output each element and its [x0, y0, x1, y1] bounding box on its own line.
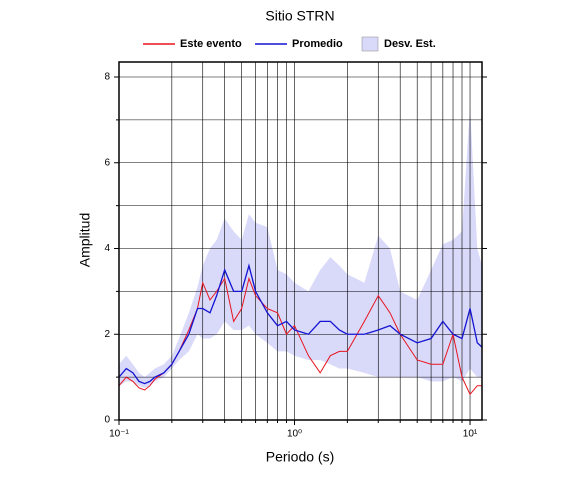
legend-swatch	[361, 36, 379, 52]
x-tick-label: 10¹	[463, 429, 478, 440]
y-tick-label: 4	[104, 243, 110, 254]
x-axis-label: Periodo (s)	[266, 449, 334, 465]
y-axis-label: Amplitud	[77, 213, 93, 267]
chart-title: Sitio STRN	[265, 8, 334, 24]
plot-frame	[118, 61, 483, 421]
y-tick-label: 6	[104, 157, 110, 168]
line-series	[118, 263, 483, 385]
y-tick-label: 0	[104, 415, 110, 426]
y-tick-label: 2	[104, 329, 110, 340]
x-tick-label: 10⁻¹	[109, 429, 129, 440]
y-tick-label: 8	[104, 72, 110, 83]
legend-label: Desv. Est.	[384, 38, 436, 50]
std-band	[119, 107, 482, 388]
legend-label: Este evento	[180, 38, 242, 50]
legend-label: Promedio	[292, 38, 343, 50]
x-tick-label: 10⁰	[287, 429, 302, 440]
